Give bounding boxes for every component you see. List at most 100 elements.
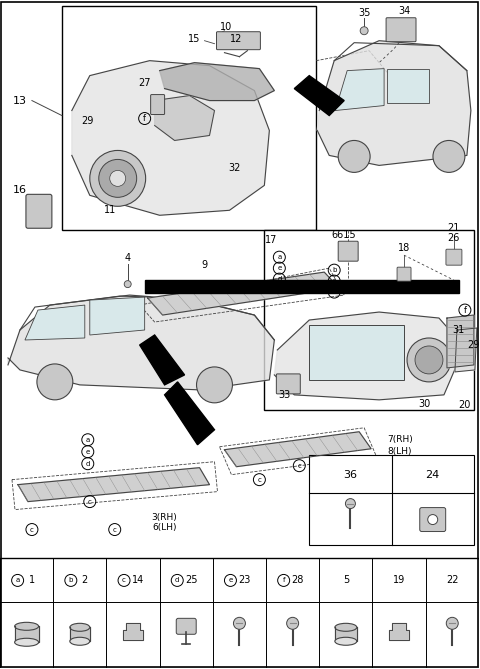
Bar [0,559,479,668]
Text: 1: 1 [28,575,35,585]
Text: a: a [85,437,90,443]
FancyBboxPatch shape [176,618,196,634]
Ellipse shape [14,622,38,630]
Text: 34: 34 [398,6,410,16]
Text: e: e [277,265,281,271]
Polygon shape [14,626,38,642]
Text: 11: 11 [104,205,116,215]
Polygon shape [389,623,409,640]
Circle shape [407,338,451,382]
Text: 14: 14 [132,575,144,585]
Text: 22: 22 [446,575,458,585]
Text: 32: 32 [228,163,240,173]
Polygon shape [140,335,185,385]
Circle shape [346,498,355,508]
Text: d: d [175,577,180,583]
Text: 18: 18 [398,244,410,253]
Text: 10: 10 [220,21,233,31]
Polygon shape [447,315,474,368]
Text: c: c [88,498,92,504]
Polygon shape [294,76,344,116]
Text: 7(RH): 7(RH) [387,436,413,444]
Text: c: c [113,527,117,533]
Polygon shape [25,305,85,340]
Text: e: e [85,449,90,455]
Text: 21: 21 [448,223,460,233]
FancyBboxPatch shape [338,242,358,261]
Polygon shape [144,280,459,293]
Ellipse shape [335,624,357,632]
Polygon shape [18,468,209,502]
FancyBboxPatch shape [420,508,446,532]
Circle shape [287,617,299,630]
Polygon shape [165,382,215,445]
Text: c: c [297,463,301,469]
Polygon shape [8,295,275,390]
Circle shape [110,171,126,187]
Circle shape [99,159,137,197]
FancyBboxPatch shape [397,267,411,281]
Bar [264,230,474,410]
Text: 26: 26 [448,233,460,244]
Text: 15: 15 [188,33,201,43]
Text: 8(LH): 8(LH) [387,447,411,456]
Bar [309,455,474,545]
Polygon shape [160,63,275,100]
Text: 19: 19 [393,575,405,585]
Circle shape [433,140,465,173]
Polygon shape [387,69,429,102]
Text: a: a [15,577,20,583]
Text: 29: 29 [468,340,480,350]
Polygon shape [335,69,384,110]
Text: 3(RH): 3(RH) [152,513,178,522]
Circle shape [415,346,443,374]
Text: 28: 28 [291,575,304,585]
Circle shape [338,140,370,173]
Text: 27: 27 [138,78,151,88]
Text: 12: 12 [230,33,242,43]
Polygon shape [70,628,90,642]
FancyBboxPatch shape [386,18,416,41]
Ellipse shape [70,638,90,646]
Text: f: f [282,577,285,583]
Circle shape [428,514,438,524]
FancyBboxPatch shape [26,194,52,228]
Circle shape [124,280,131,288]
Text: c: c [30,527,34,533]
Text: c: c [122,577,126,583]
Text: d: d [85,461,90,467]
Text: e: e [228,577,233,583]
FancyBboxPatch shape [446,250,462,265]
Text: 5: 5 [343,575,349,585]
Circle shape [196,367,232,403]
Text: 20: 20 [459,400,471,410]
Text: 35: 35 [358,8,371,18]
Text: d: d [277,276,282,282]
Text: 9: 9 [202,260,207,270]
Text: a: a [277,254,281,260]
Polygon shape [123,623,143,640]
FancyBboxPatch shape [151,94,165,114]
Circle shape [233,617,245,630]
FancyBboxPatch shape [276,374,300,394]
Polygon shape [455,328,477,372]
Bar [62,6,316,230]
Ellipse shape [14,638,38,646]
Ellipse shape [70,624,90,632]
Text: b: b [69,577,73,583]
Text: d: d [332,289,336,295]
Text: f: f [143,114,146,123]
Text: 30: 30 [418,399,430,409]
Circle shape [446,617,458,630]
Circle shape [90,151,145,206]
Text: 29: 29 [82,116,94,126]
Text: f: f [463,306,467,314]
Text: 2: 2 [82,575,88,585]
Text: c: c [257,476,261,482]
Polygon shape [275,312,459,400]
Text: 4: 4 [125,253,131,263]
Text: b: b [332,267,336,273]
Text: e: e [332,278,336,284]
FancyBboxPatch shape [216,31,260,50]
Text: 33: 33 [278,390,290,400]
